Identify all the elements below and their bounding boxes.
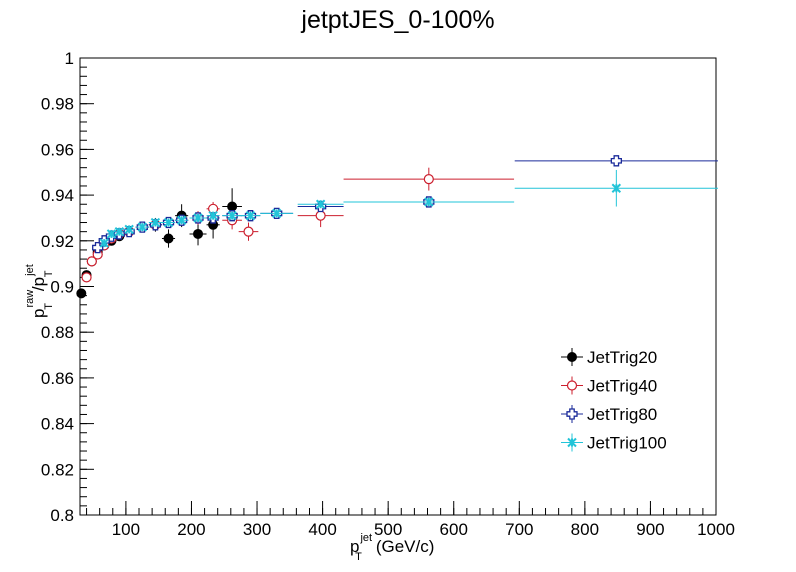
point-marker [150,217,161,228]
y-tick-label: 0.94 [41,186,74,205]
point-marker [124,224,134,235]
series-JetTrig80 [92,155,718,254]
y-tick-label: 0.96 [41,140,74,159]
point-marker [76,288,87,299]
y-tick-label: 0.8 [50,506,74,525]
legend-label: JetTrig20 [587,348,657,367]
data-point [106,229,117,239]
point-marker [163,233,174,244]
data-point [343,197,515,207]
series-JetTrig100 [99,169,718,248]
data-point [123,224,135,235]
point-marker [81,272,92,283]
data-point [514,155,718,167]
x-tick-label: 700 [505,520,533,539]
x-tick-label: 1000 [697,520,735,539]
legend-label: JetTrig40 [587,377,657,396]
data-point [135,222,149,232]
y-tick-label: 0.98 [41,95,74,114]
y-tick-label: 1 [65,49,74,68]
point-marker [424,197,434,207]
legend-label: JetTrig80 [587,405,657,424]
y-tick-label: 0.92 [41,232,74,251]
point-marker [315,199,326,209]
point-marker [137,222,147,232]
legend: JetTrig20 JetTrig40 JetTrig80 JetTrig100 [561,348,667,453]
point-marker [245,210,256,221]
data-point [514,169,718,207]
x-tick-label: 400 [308,520,336,539]
data-point [161,217,176,228]
data-point [343,167,515,191]
point-marker [86,256,97,267]
y-tick-label: 0.86 [41,369,74,388]
data-point [92,242,104,254]
point-marker [114,226,125,237]
x-tick-label: 900 [636,520,664,539]
data-point [99,238,109,248]
data-point [206,210,220,221]
x-axis: 100 200 300 400 500 600 700 800 900 1000 [86,501,735,539]
point-marker [611,183,622,193]
data-point [240,210,261,221]
point-marker [227,201,238,212]
x-axis-label: pjet T(GeV/c) [350,532,434,563]
legend-item: JetTrig40 [561,376,657,396]
legend-marker [566,380,578,391]
point-marker [423,174,434,185]
chart-title: jetptJES_0-100% [301,6,495,34]
data-point [81,272,92,283]
point-marker [193,228,204,239]
data-point [238,222,259,241]
point-marker [243,226,254,237]
legend-marker [567,437,577,448]
legend-item: JetTrig100 [561,433,667,453]
point-marker [92,242,104,254]
y-tick-label: 0.84 [41,415,74,434]
data-point [114,226,125,237]
legend-marker [566,408,578,420]
data-point [297,199,344,209]
point-marker [163,217,174,228]
point-marker [99,238,109,248]
point-marker [227,210,237,221]
data-point [175,215,189,225]
x-tick-label: 600 [440,520,468,539]
data-point [86,256,97,267]
x-tick-label: 800 [571,520,599,539]
y-tick-label: 0.9 [50,278,74,297]
x-tick-label: 500 [374,520,402,539]
data-point [222,210,242,221]
point-marker [176,215,187,225]
data-point [189,222,207,246]
y-tick-label: 0.82 [41,460,74,479]
point-marker [610,155,622,167]
legend-item: JetTrig80 [561,405,657,424]
legend-item: JetTrig20 [561,348,657,367]
point-marker [193,213,203,223]
data-point [76,288,87,299]
point-marker [106,229,117,239]
legend-marker [567,352,577,362]
y-tick-label: 0.88 [41,323,74,342]
data-point [148,217,162,228]
data-point [189,213,207,223]
point-marker [271,208,282,219]
x-tick-label: 300 [243,520,271,539]
x-tick-label: 100 [112,520,140,539]
point-marker [315,210,326,221]
data-point [260,208,294,219]
data-point [161,229,176,248]
legend-label: JetTrig100 [587,434,667,453]
point-marker [208,210,218,221]
x-tick-label: 200 [177,520,205,539]
data-point [222,188,242,225]
y-axis-label: praw T/pjet T [24,264,55,318]
y-axis: 0.8 0.82 0.84 0.86 0.88 0.9 0.92 0.94 0.96 0.98 1 [41,49,94,525]
